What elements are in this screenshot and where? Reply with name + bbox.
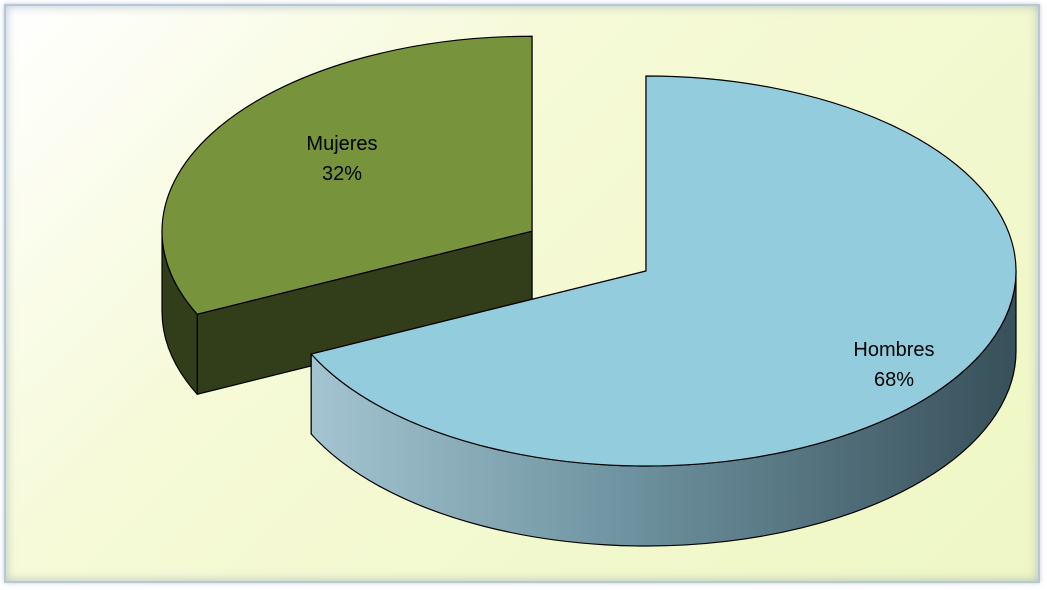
slice-label-hombres-name: Hombres: [853, 339, 934, 361]
pie-slice-mujeres: [161, 35, 533, 395]
slice-top-mujeres: [161, 35, 533, 315]
slice-top-hombres: [310, 75, 1017, 467]
chart-area: Mujeres 32% Hombres 68%: [4, 4, 1040, 583]
pie-chart: Mujeres 32% Hombres 68%: [161, 35, 1017, 547]
pie-slice-hombres: [310, 75, 1017, 547]
slice-label-mujeres-value: 32%: [322, 163, 362, 185]
slice-label-hombres-value: 68%: [874, 369, 914, 391]
slice-label-mujeres-name: Mujeres: [306, 133, 377, 155]
